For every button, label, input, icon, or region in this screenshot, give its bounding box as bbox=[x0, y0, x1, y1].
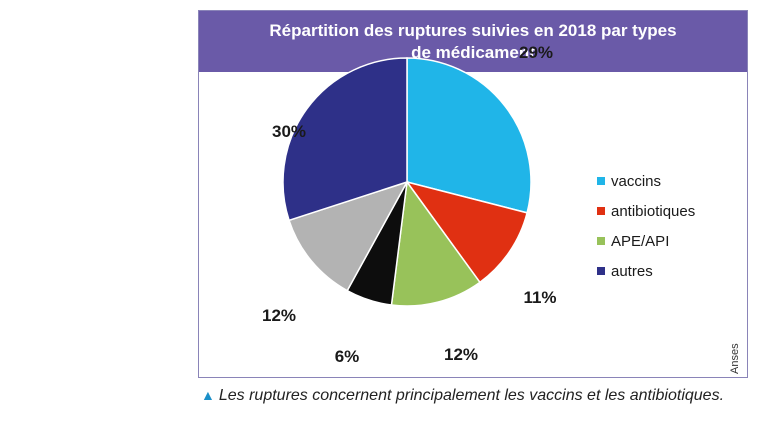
chart-title-line-2: de médicament bbox=[411, 42, 535, 62]
data-label-ape_api: 12% bbox=[444, 345, 478, 364]
legend: vaccins antibiotiques APE/API autres bbox=[597, 173, 695, 280]
legend-swatch-autres bbox=[597, 267, 605, 275]
pie-slice-autres bbox=[282, 57, 408, 222]
source-credit: Anses bbox=[729, 343, 741, 374]
pie-labels: 29% 11% 12% 6% 12% 30% bbox=[262, 43, 557, 366]
chart-title-line-1: Répartition des ruptures suivies en 2018… bbox=[269, 20, 677, 40]
data-label-noir: 6% bbox=[335, 347, 360, 366]
pie-slice-antibiotiques bbox=[405, 180, 529, 284]
data-label-autres: 30% bbox=[272, 122, 306, 141]
pie-chart: 29% 11% 12% 6% 12% 30% vaccins antibiotiques AP… bbox=[262, 43, 741, 374]
legend-label-ape_api: APE/API bbox=[611, 233, 669, 250]
legend-swatch-vaccins bbox=[597, 177, 605, 185]
legend-label-vaccins: vaccins bbox=[611, 173, 661, 190]
pie-slices bbox=[282, 57, 532, 307]
legend-swatch-antibiotiques bbox=[597, 207, 605, 215]
legend-swatch-ape_api bbox=[597, 237, 605, 245]
caption-text: Les ruptures concernent principalement l… bbox=[218, 387, 725, 404]
legend-label-antibiotiques: antibiotiques bbox=[611, 203, 695, 220]
chart-title-bar: Répartition des ruptures suivies en 2018… bbox=[199, 11, 747, 72]
legend-label-autres: autres bbox=[611, 263, 653, 280]
data-label-antibiotiques: 11% bbox=[523, 288, 556, 307]
pie-slice-gris bbox=[288, 180, 409, 292]
data-label-vaccins: 29% bbox=[519, 43, 553, 62]
pie-slice-vaccins bbox=[406, 57, 532, 214]
data-label-gris: 12% bbox=[262, 306, 296, 325]
figure-caption: ▲ Les ruptures concernent principalement … bbox=[201, 385, 741, 406]
pie-slice-ape_api bbox=[390, 180, 481, 307]
chart-figure: Répartition des ruptures suivies en 2018… bbox=[198, 10, 748, 378]
caption-triangle-icon: ▲ bbox=[201, 387, 215, 403]
